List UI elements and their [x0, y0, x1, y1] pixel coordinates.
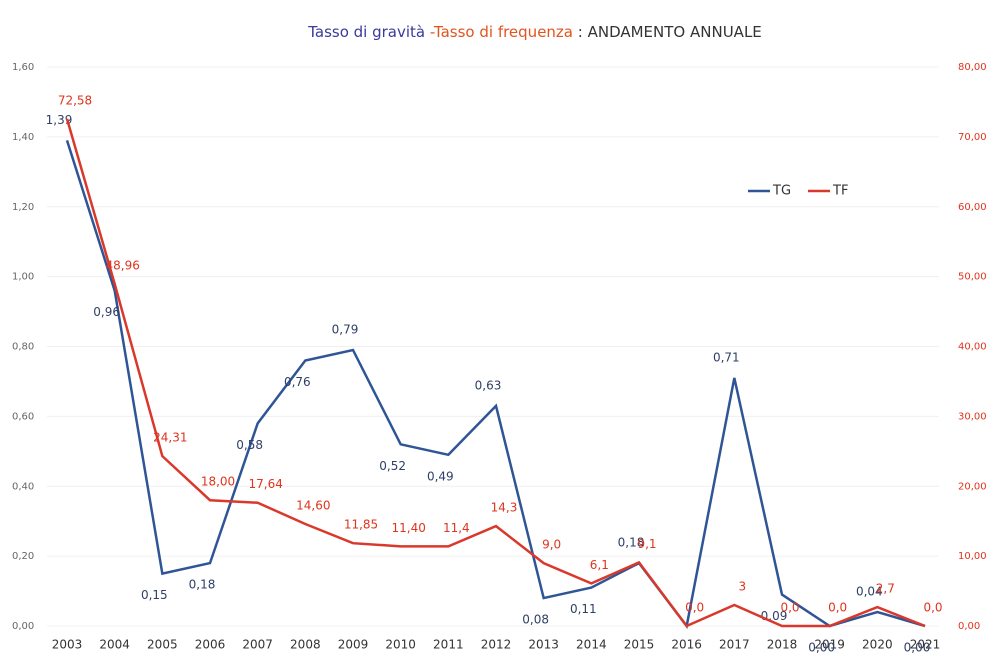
title-part: : ANDAMENTO ANNUALE — [573, 23, 762, 41]
y2-tick-label: 30,00 — [958, 411, 987, 422]
y-tick-label: 0,00 — [12, 621, 34, 632]
y-tick-label: 0,60 — [12, 411, 34, 422]
data-label: 0,0 — [923, 601, 942, 615]
data-label: 0,52 — [379, 459, 406, 473]
data-label: 0,63 — [475, 378, 502, 392]
y2-tick-label: 10,00 — [958, 551, 987, 562]
x-tick-label: 2015 — [624, 638, 655, 652]
y2-tick-label: 20,00 — [958, 481, 987, 492]
data-label: 0,96 — [93, 305, 120, 319]
data-label: 24,31 — [153, 431, 187, 445]
y2-tick-label: 40,00 — [958, 342, 987, 353]
data-label: 0,11 — [570, 602, 597, 616]
x-tick-label: 2006 — [195, 638, 226, 652]
x-tick-label: 2016 — [671, 638, 702, 652]
x-tick-label: 2004 — [99, 638, 130, 652]
data-label: 3 — [739, 580, 747, 594]
y-tick-label: 1,20 — [12, 202, 34, 213]
x-tick-label: 2003 — [52, 638, 83, 652]
x-tick-label: 2007 — [242, 638, 273, 652]
y-tick-label: 1,60 — [12, 62, 34, 73]
data-label: 72,58 — [58, 93, 92, 107]
data-label: 14,3 — [491, 501, 518, 515]
data-label: 0,79 — [332, 322, 359, 336]
data-label: 0,0 — [780, 601, 799, 615]
data-label: 0,04 — [856, 585, 883, 599]
x-tick-label: 2020 — [862, 638, 893, 652]
y2-tick-label: 80,00 — [958, 62, 987, 73]
x-tick-label: 2009 — [338, 638, 369, 652]
x-tick-label: 2013 — [528, 638, 559, 652]
data-label: 0,15 — [141, 588, 168, 602]
x-tick-label: 2012 — [481, 638, 512, 652]
data-label: 18,00 — [201, 475, 235, 489]
data-label: 0,0 — [685, 601, 704, 615]
title-part: -Tasso di frequenza — [430, 23, 573, 41]
x-tick-label: 2010 — [385, 638, 416, 652]
data-label: 2,7 — [876, 582, 895, 596]
series-line — [65, 139, 926, 629]
data-label: 0,00 — [904, 641, 931, 655]
x-tick-label: 2005 — [147, 638, 178, 652]
chart-title: Tasso di gravità -Tasso di frequenza : A… — [307, 23, 762, 41]
data-label: 11,4 — [443, 521, 470, 535]
x-tick-label: 2018 — [767, 638, 798, 652]
y2-tick-label: 0,00 — [958, 621, 980, 632]
data-label: 6,1 — [590, 558, 609, 572]
data-label: 9,1 — [637, 537, 656, 551]
data-label: 0,58 — [236, 438, 263, 452]
data-label: 11,40 — [391, 521, 425, 535]
x-tick-label: 2019 — [814, 638, 845, 652]
x-tick-label: 2021 — [910, 638, 941, 652]
x-tick-label: 2017 — [719, 638, 750, 652]
y2-tick-label: 50,00 — [958, 272, 987, 283]
x-tick-label: 2008 — [290, 638, 321, 652]
y-tick-label: 0,80 — [12, 342, 34, 353]
data-label: 0,00 — [808, 641, 835, 655]
y-tick-label: 1,00 — [12, 272, 34, 283]
data-label: 48,96 — [105, 258, 139, 272]
y-tick-label: 0,40 — [12, 481, 34, 492]
legend-label: TG — [772, 184, 791, 199]
data-label: 14,60 — [296, 498, 330, 512]
y-tick-label: 1,40 — [12, 132, 34, 143]
y2-tick-label: 60,00 — [958, 202, 987, 213]
data-label: 1,39 — [46, 113, 73, 127]
data-label: 0,18 — [618, 536, 645, 550]
data-label: 17,64 — [248, 477, 282, 491]
data-label: 0,18 — [189, 578, 216, 592]
data-label: 0,76 — [284, 375, 311, 389]
x-tick-label: 2014 — [576, 638, 607, 652]
data-label: 0,0 — [828, 601, 847, 615]
data-label: 0,71 — [713, 350, 740, 364]
data-label: 11,85 — [344, 518, 378, 532]
y-tick-label: 0,20 — [12, 551, 34, 562]
title-part: Tasso di gravità — [307, 23, 430, 41]
series-line — [65, 118, 926, 628]
legend-label: TF — [832, 184, 848, 199]
y2-tick-label: 70,00 — [958, 132, 987, 143]
data-label: 9,0 — [542, 538, 561, 552]
data-label: 0,49 — [427, 469, 454, 483]
x-tick-label: 2011 — [433, 638, 464, 652]
data-label: 0,08 — [522, 613, 549, 627]
